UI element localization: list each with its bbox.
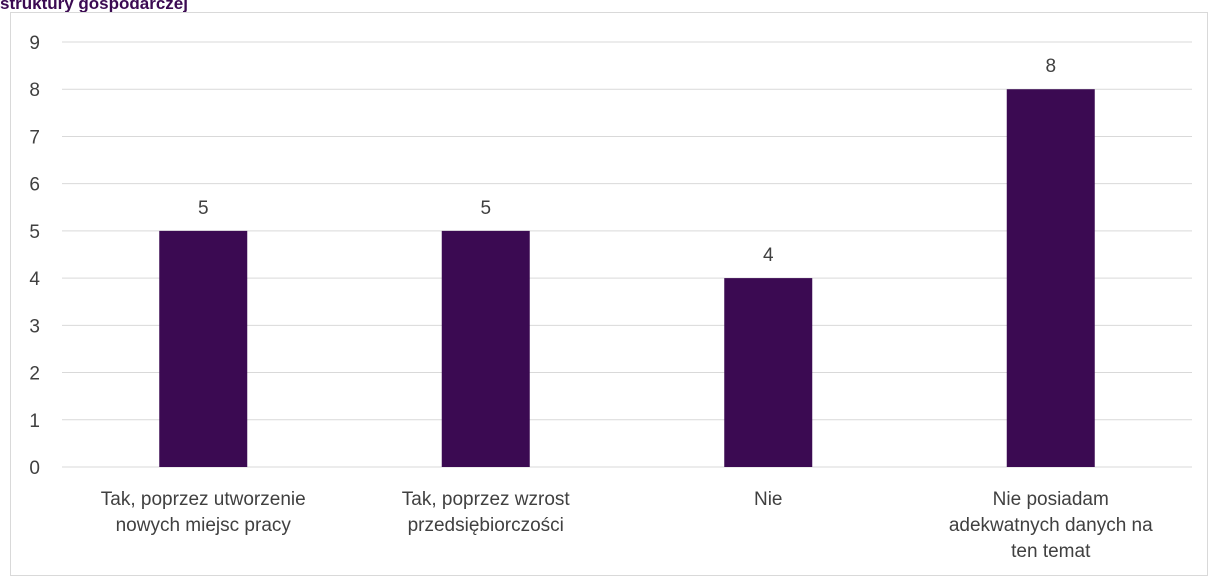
bar: [159, 230, 248, 467]
x-axis-ticks: Tak, poprzez utworzenie nowych miejsc pra…: [101, 489, 1153, 562]
data-label: 4: [763, 245, 774, 266]
y-tick-label: 7: [29, 127, 40, 148]
data-labels: 5 5 4 8: [198, 56, 1056, 266]
x-tick-label: Nie: [754, 489, 783, 510]
y-tick-label: 5: [29, 222, 40, 243]
data-label: 5: [480, 198, 491, 219]
chart-title: struktury gospodarczej: [0, 0, 188, 13]
y-tick-label: 6: [29, 175, 40, 196]
y-tick-label: 4: [29, 269, 40, 290]
y-tick-label: 8: [29, 80, 40, 101]
y-axis-ticks: 0 1 2 3 4 5 6 7 8 9: [29, 33, 40, 479]
y-tick-label: 3: [29, 316, 40, 337]
bars: [159, 89, 1095, 467]
gridlines: [62, 41, 1192, 468]
x-tick-label: Tak, poprzez wzrost przedsiębiorczości: [402, 489, 571, 536]
y-tick-label: 0: [29, 458, 40, 479]
bar: [441, 230, 530, 467]
bar: [724, 278, 813, 467]
chart-frame: [10, 12, 1208, 576]
x-tick-label: Tak, poprzez utworzenie nowych miejsc pra…: [101, 489, 306, 536]
x-tick-label: Nie posiadam adekwatnych danych na ten tem…: [949, 489, 1153, 562]
y-tick-label: 9: [29, 33, 40, 54]
data-label: 5: [198, 198, 209, 219]
y-tick-label: 1: [29, 411, 40, 432]
bar: [1006, 89, 1095, 467]
data-label: 8: [1045, 56, 1056, 77]
y-tick-label: 2: [29, 364, 40, 385]
